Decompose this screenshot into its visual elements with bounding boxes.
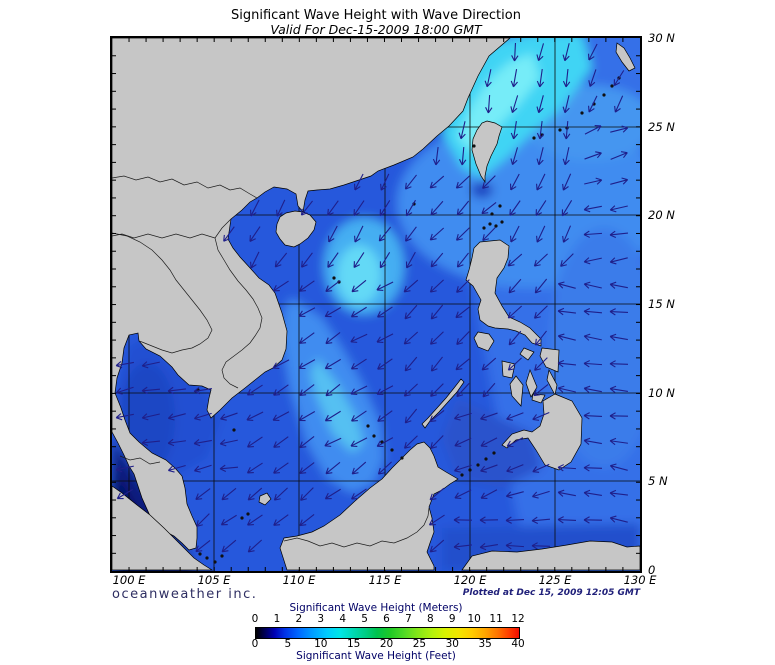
- legend-tick-label: 6: [383, 613, 390, 625]
- land-taiwan: [471, 120, 503, 184]
- lon-tick-label: 120 E: [453, 573, 487, 587]
- land-luzon: [465, 239, 542, 347]
- small-islands: [196, 76, 621, 564]
- legend-tick-label: 4: [339, 613, 346, 625]
- legend-tick-label: 35: [478, 638, 492, 650]
- land-negros: [509, 375, 524, 407]
- wave-height-map: [110, 36, 642, 573]
- legend-tick-label: 12: [511, 613, 525, 625]
- lat-tick-label: 15 N: [648, 297, 675, 311]
- lat-tick-label: 25 N: [648, 120, 675, 134]
- land-asia-mainland: [112, 38, 511, 551]
- legend-tick-label: 20: [379, 638, 394, 650]
- land-amami-islands: [615, 42, 636, 72]
- legend-tick-label: 9: [448, 613, 456, 625]
- landmasses: [112, 38, 640, 571]
- legend-tick-label: 5: [361, 613, 368, 625]
- lat-tick-label: 10 N: [648, 386, 675, 400]
- lon-tick-label: 105 E: [197, 573, 231, 587]
- land-borneo: [279, 441, 459, 571]
- legend-tick-label: 3: [317, 613, 325, 625]
- country-borders: [112, 175, 430, 548]
- legend-tick-label: 0: [251, 638, 259, 650]
- legend-tick-label: 10: [314, 638, 328, 650]
- page-title: Significant Wave Height with Wave Direct…: [231, 8, 521, 23]
- land-cebu: [525, 368, 538, 398]
- legend-tick-label: 11: [489, 613, 503, 625]
- legend-tick-label: 5: [284, 638, 292, 650]
- land-natuna: [258, 492, 272, 506]
- wave-height-colorbar: [255, 627, 520, 639]
- land-sumatra: [112, 485, 214, 571]
- legend-feet-label: Significant Wave Height (Feet): [296, 650, 456, 662]
- lat-tick-label: 30 N: [648, 31, 675, 45]
- land-sulawesi: [461, 540, 640, 571]
- legend-tick-label: 1: [273, 613, 281, 625]
- lon-tick-label: 110 E: [282, 573, 316, 587]
- land-hainan: [275, 210, 317, 248]
- wave-direction-arrows: [115, 42, 629, 553]
- lat-tick-label: 5 N: [648, 474, 668, 488]
- legend-tick-label: 40: [511, 638, 525, 650]
- legend-tick-label: 30: [445, 638, 459, 650]
- legend-meters-label: Significant Wave Height (Meters): [289, 602, 463, 614]
- lon-tick-label: 130 E: [623, 573, 657, 587]
- legend-tick-label: 2: [295, 613, 303, 625]
- legend-tick-label: 7: [405, 613, 412, 625]
- lon-tick-label: 125 E: [538, 573, 572, 587]
- lon-tick-label: 100 E: [112, 573, 146, 587]
- land-samar: [539, 347, 560, 373]
- map-canvas: [112, 38, 640, 571]
- land-bohol: [531, 393, 546, 404]
- legend-tick-label: 25: [412, 638, 427, 650]
- frame-minor-ticks: [112, 38, 640, 571]
- lat-tick-label: 0: [648, 563, 656, 577]
- land-mindoro: [473, 331, 495, 352]
- legend-tick-label: 8: [426, 613, 434, 625]
- legend-tick-label: 15: [346, 638, 361, 650]
- land-mindanao: [501, 393, 583, 471]
- plotted-at-timestamp: Plotted at Dec 15, 2009 12:05 GMT: [462, 588, 640, 598]
- legend-tick-label: 0: [251, 613, 259, 625]
- lat-tick-label: 20 N: [648, 208, 675, 222]
- land-masbate: [519, 347, 535, 361]
- oceanweather-logo-text: oceanweather inc.: [112, 587, 258, 602]
- lon-tick-label: 115 E: [368, 573, 402, 587]
- valid-time-subtitle: Valid For Dec-15-2009 18:00 GMT: [270, 22, 482, 37]
- legend-tick-label: 10: [467, 613, 481, 625]
